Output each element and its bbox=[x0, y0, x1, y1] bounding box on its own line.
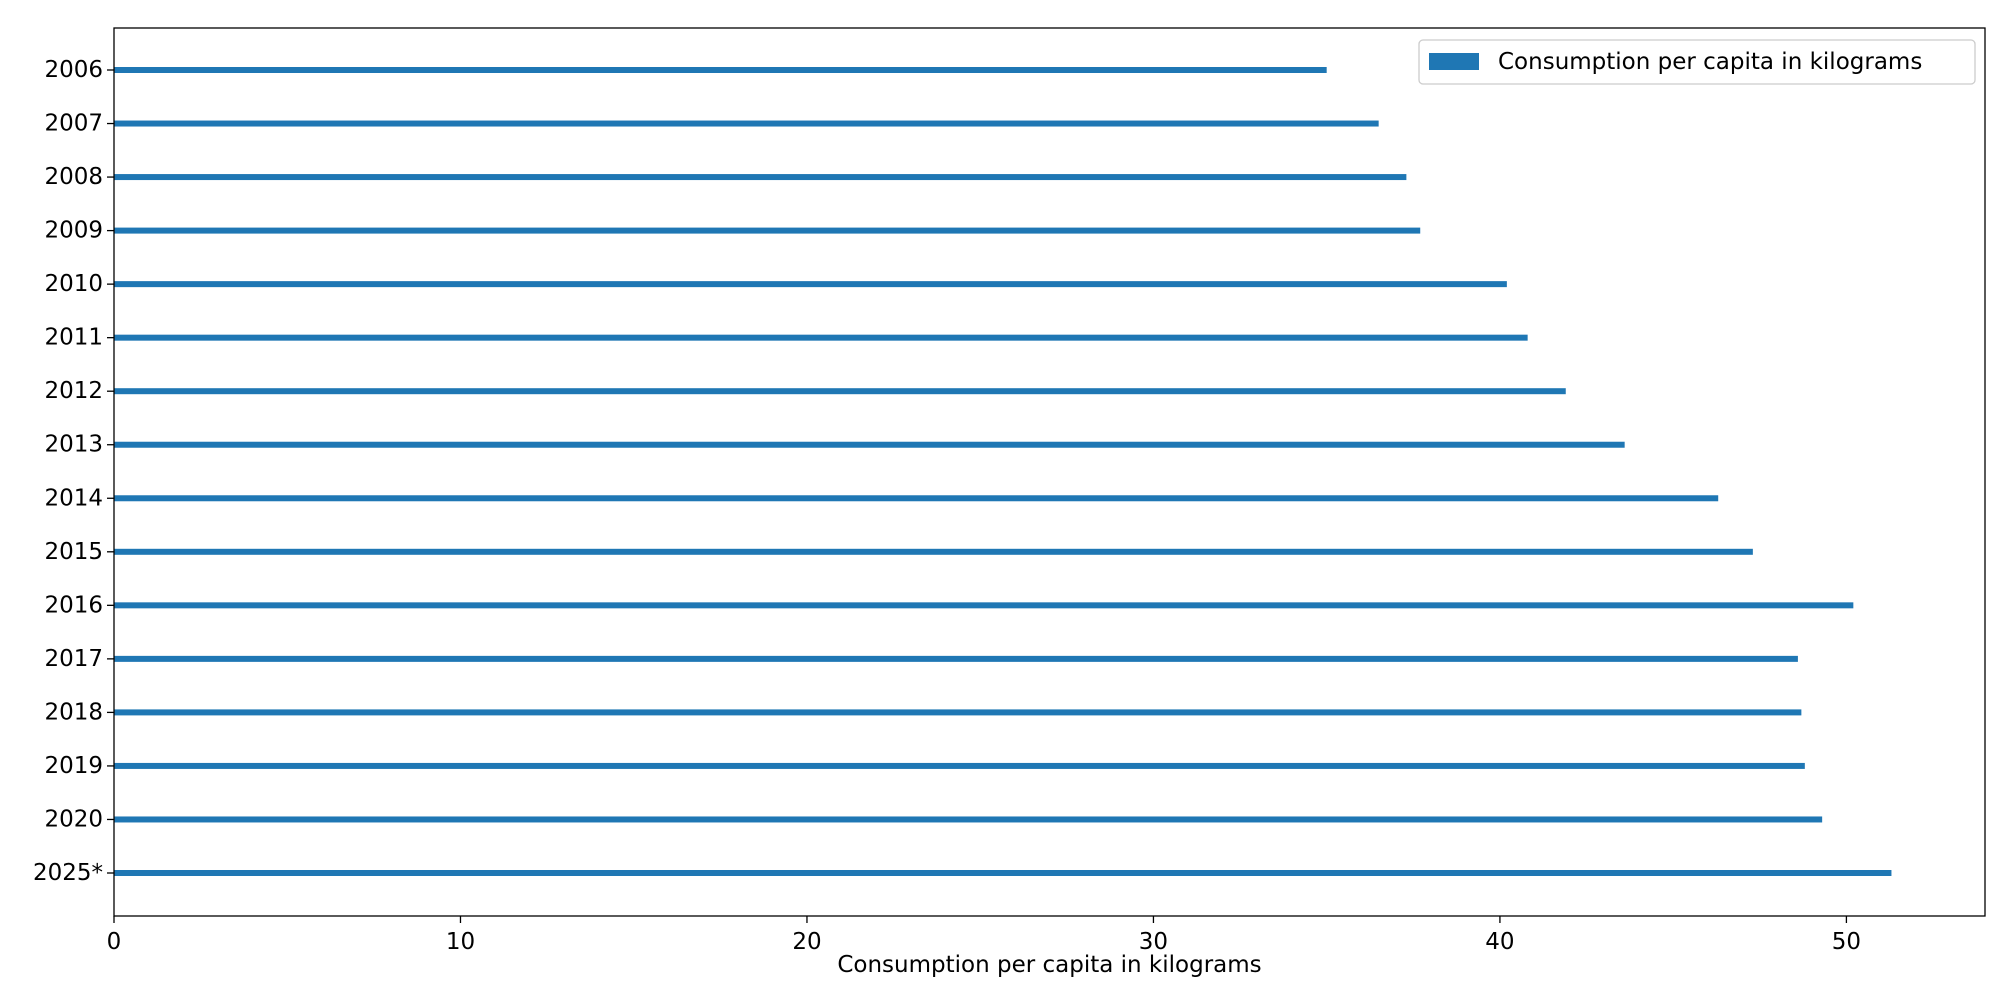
y-tick-label: 2011 bbox=[44, 325, 103, 351]
y-tick-label: 2019 bbox=[44, 753, 103, 779]
bar-2008 bbox=[114, 174, 1407, 181]
bar-2016 bbox=[114, 602, 1854, 609]
y-tick-label: 2020 bbox=[44, 806, 103, 832]
legend-label: Consumption per capita in kilograms bbox=[1498, 49, 1922, 75]
y-tick-label: 2008 bbox=[44, 164, 103, 190]
bar-2014 bbox=[114, 495, 1719, 502]
x-tick-label: 10 bbox=[446, 929, 475, 955]
bar-2018 bbox=[114, 709, 1802, 716]
legend: Consumption per capita in kilograms bbox=[1418, 39, 1976, 85]
y-tick-label: 2012 bbox=[44, 378, 103, 404]
y-tick-label: 2018 bbox=[44, 699, 103, 725]
plot-frame bbox=[113, 27, 1986, 917]
bar-2006 bbox=[114, 67, 1327, 73]
y-tick-label: 2014 bbox=[44, 485, 103, 511]
y-tick-label: 2016 bbox=[44, 592, 103, 618]
y-tick-label: 2006 bbox=[44, 57, 103, 83]
bar-2011 bbox=[114, 334, 1528, 341]
bar-2019 bbox=[114, 762, 1805, 769]
y-tick-label: 2009 bbox=[44, 218, 103, 244]
x-tick-label: 50 bbox=[1832, 929, 1861, 955]
x-axis-ticks: 0 10 20 30 40 50 bbox=[107, 916, 1861, 955]
x-axis-label: Consumption per capita in kilograms bbox=[837, 952, 1261, 978]
x-tick-label: 40 bbox=[1485, 929, 1514, 955]
y-tick-label: 2013 bbox=[44, 432, 103, 458]
legend-box bbox=[1418, 39, 1976, 85]
x-tick-label: 30 bbox=[1139, 929, 1168, 955]
bar-2009 bbox=[114, 227, 1421, 234]
bars-group bbox=[114, 67, 1892, 876]
x-tick-label: 20 bbox=[792, 929, 821, 955]
bar-2017 bbox=[114, 655, 1798, 662]
y-tick-label: 2015 bbox=[44, 539, 103, 565]
bar-2012 bbox=[114, 388, 1566, 395]
x-tick-label: 0 bbox=[107, 929, 122, 955]
bar-2010 bbox=[114, 281, 1507, 288]
y-tick-label: 2025* bbox=[33, 860, 103, 886]
bar-2015 bbox=[114, 548, 1753, 555]
bar-2013 bbox=[114, 441, 1625, 448]
y-axis-ticks: 2006 2007 2008 2009 2010 2011 2012 2013 2014 2015… bbox=[33, 57, 114, 886]
y-tick-label: 2017 bbox=[44, 646, 103, 672]
bar-2025star bbox=[114, 870, 1892, 876]
y-tick-label: 2010 bbox=[44, 271, 103, 297]
bar-2020 bbox=[114, 816, 1823, 823]
y-tick-label: 2007 bbox=[44, 111, 103, 137]
bar-2007 bbox=[114, 120, 1379, 127]
legend-swatch bbox=[1429, 53, 1479, 70]
